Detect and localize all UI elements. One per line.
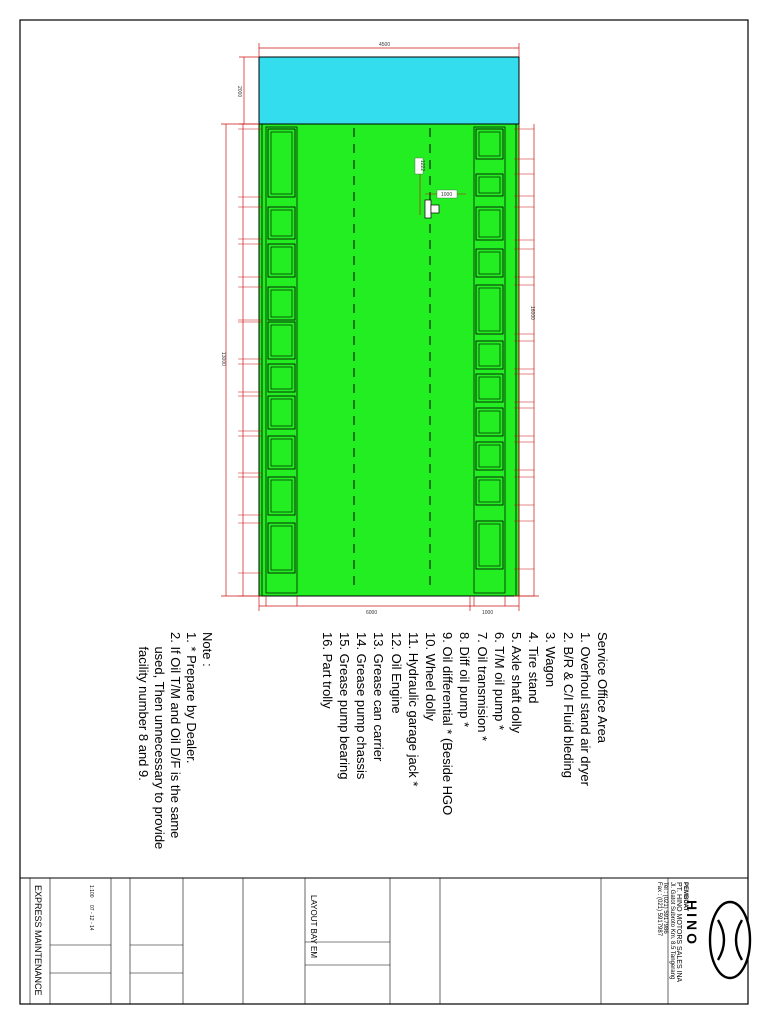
equipment-box-inner (270, 525, 293, 571)
equipment-box (475, 476, 504, 506)
outer-frame (19, 19, 749, 1005)
equipment-box (475, 248, 504, 278)
equipment-box-inner (270, 366, 293, 390)
equipment-box (475, 128, 504, 160)
equipment-box (475, 206, 504, 241)
equipment-box (475, 340, 504, 370)
company-address: Jl. Gatot Subroto Km. 8.5 Tangerang (669, 882, 675, 980)
dim-bottom-width: 6000 (366, 610, 377, 616)
left-equipment-strip (265, 126, 298, 594)
equipment-box-inner (478, 479, 501, 503)
scale-value: 1:100 (88, 885, 94, 898)
company-info: PEMBUAT PT. HINO MOTORS SALES INA Jl. Ga… (656, 882, 688, 983)
garage-jack: 1000 1222 (414, 157, 466, 219)
equipment-box-inner (270, 324, 293, 357)
legend-item: 13. Grease can carrier (371, 632, 387, 762)
equipment-box (267, 206, 296, 240)
legend-item: 4. Tire stand (526, 632, 542, 704)
dim-bottom-right: 1000 (482, 610, 493, 616)
dim-overall-width: 4500 (379, 42, 390, 48)
equipment-box-inner (270, 289, 293, 318)
notes-section: Note : 1. * Prepare by Dealer. 2. If Oil … (135, 632, 215, 849)
equipment-box (267, 286, 296, 321)
equipment-box-inner (270, 479, 293, 513)
equipment-box-inner (270, 246, 293, 275)
equipment-box-inner (478, 209, 501, 238)
legend-item: 2. B/R & C/I Fluid bleding (560, 632, 576, 778)
legend-office-area: Service Office Area (595, 632, 610, 744)
equipment-box-inner (270, 398, 293, 427)
hino-logo (708, 900, 752, 980)
legend-item: 12. Oil Engine (388, 632, 404, 714)
title-block (20, 877, 748, 1004)
dim-overall-length: 13000 (220, 352, 226, 366)
right-dimension-ticks (514, 128, 534, 597)
legend-item: 10. Wheel dolly (422, 632, 438, 721)
equipment-box-inner (478, 523, 501, 567)
left-dimension-ticks (238, 128, 262, 597)
equipment-box (267, 363, 296, 393)
equipment-box (475, 373, 504, 403)
dim-top (258, 43, 520, 57)
legend-item: 9. Oil differential * (Beside HGO (440, 632, 456, 816)
legend-item: 15. Grease pump bearing (336, 632, 352, 780)
equipment-box (267, 321, 296, 360)
equipment-box-inner (478, 444, 501, 468)
service-office-area (258, 56, 520, 125)
equipment-box-inner (270, 209, 293, 237)
equipment-box (475, 520, 504, 570)
jack-depth-dim: 1222 (419, 160, 425, 171)
note-line: used, Then unnecessary to provide (152, 632, 167, 850)
legend-item: 3. Wagon (543, 632, 559, 688)
dim-right-length: 16000 (529, 306, 535, 320)
drawing-title: LAYOUT BAY EM (309, 895, 318, 958)
legend-item: 16. Part trolly (319, 632, 335, 709)
equipment-box-inner (478, 131, 501, 157)
company-name: PT. HINO MOTORS SALES INA (675, 882, 683, 983)
legend-item: 7. Oil transmision * (474, 632, 490, 742)
company-label: PEMBUAT (682, 882, 688, 912)
dim-office-depth: 2000 (236, 86, 242, 97)
equipment-box (267, 243, 296, 278)
dim-left-overall (221, 123, 259, 597)
notes-title: Note : (200, 632, 215, 667)
jack-width-dim: 1000 (441, 192, 452, 198)
note-line: facility number 8 and 9. (136, 632, 151, 781)
dim-bottom (258, 596, 520, 611)
equipment-box (475, 173, 504, 197)
legend-item: 1. Overhoul stand air dryer (577, 632, 593, 786)
project-title: EXPRESS MAINTENANCE (33, 885, 43, 996)
right-equipment-group (475, 128, 504, 570)
equipment-box-inner (270, 438, 293, 467)
equipment-box-inner (478, 176, 501, 194)
equipment-box-inner (478, 287, 501, 332)
equipment-box (475, 441, 504, 471)
note-line: 2. If Oil T/M and Oil D/F is the same (168, 632, 183, 839)
equipment-box (267, 522, 296, 574)
equipment-box (475, 407, 504, 437)
date-value: 07 - 12 - 14 (88, 905, 94, 931)
equipment-box-inner (478, 376, 501, 400)
right-equipment-strip (473, 126, 506, 594)
note-line: 1. * Prepare by Dealer. (184, 632, 199, 764)
legend-item: 14. Grease pump chassis (354, 632, 370, 780)
legend-item: 11. Hydraulic garage jack * (405, 632, 421, 787)
company-fax: Fax : (021) 5917987 (656, 882, 662, 937)
equipment-box-inner (478, 410, 501, 434)
equipment-box (267, 435, 296, 470)
equipment-box (475, 284, 504, 335)
equipment-box-inner (478, 343, 501, 367)
legend-item: 8. Diff oil pump * (457, 632, 473, 728)
equipment-box (267, 128, 296, 198)
left-equipment-group (267, 128, 296, 574)
equipment-box-inner (270, 131, 293, 195)
legend-item: 5. Axle shaft dolly (508, 632, 524, 734)
equipment-box (267, 395, 296, 430)
equipment-legend: Service Office Area 1. Overhoul stand air… (319, 632, 611, 815)
equipment-box (267, 476, 296, 516)
equipment-box-inner (478, 251, 501, 275)
legend-item: 6. T/M oil pump * (491, 632, 507, 731)
